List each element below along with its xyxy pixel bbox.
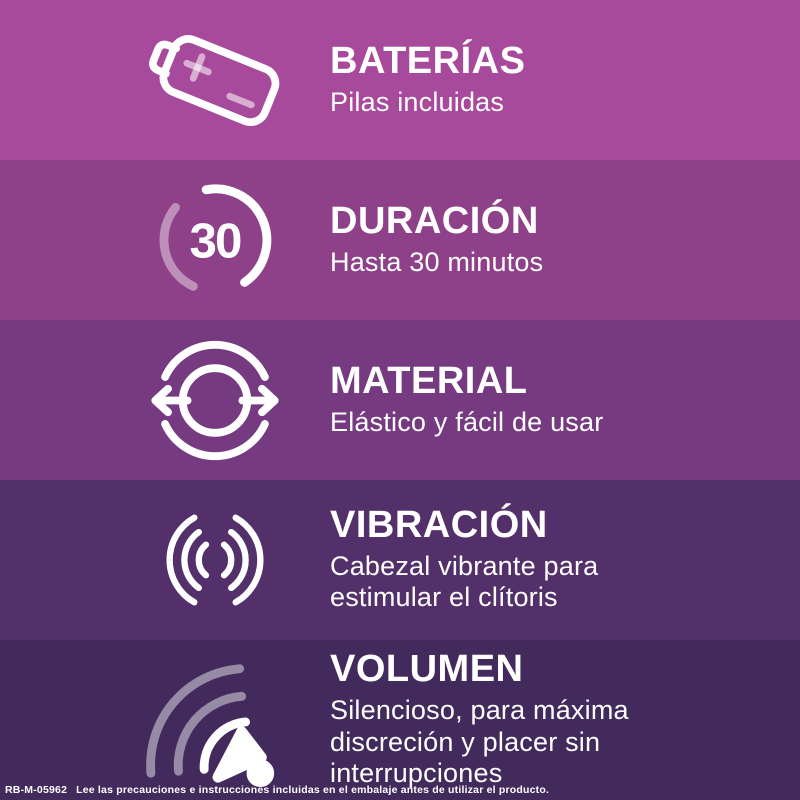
- feature-band-baterias: BATERÍAS Pilas incluidas: [0, 0, 800, 160]
- feature-text-material: MATERIAL Elástico y fácil de usar: [330, 359, 800, 439]
- feature-title-material: MATERIAL: [330, 359, 528, 402]
- feature-text-baterias: BATERÍAS Pilas incluidas: [330, 39, 800, 119]
- battery-icon: [0, 22, 330, 138]
- feature-subtitle-volumen-line1: Silencioso, para máxima: [330, 694, 629, 725]
- vibration-waves-icon: [0, 497, 330, 623]
- feature-text-duracion: DURACIÓN Hasta 30 minutos: [330, 199, 800, 279]
- feature-band-vibracion: VIBRACIÓN Cabezal vibrante para estimula…: [0, 480, 800, 640]
- footer-product-code: RB-M-05962: [5, 784, 68, 796]
- footer-notice-text: Lee las precauciones e instrucciones inc…: [76, 784, 550, 796]
- feature-band-material: MATERIAL Elástico y fácil de usar: [0, 320, 800, 480]
- feature-subtitle-duracion: Hasta 30 minutos: [330, 246, 544, 277]
- feature-text-vibracion: VIBRACIÓN Cabezal vibrante para estimula…: [330, 503, 800, 615]
- feature-subtitle-vibracion-line2: estimular el clítoris: [330, 582, 558, 613]
- footer-disclaimer: RB-M-05962 Lee las precauciones e instruc…: [5, 784, 549, 796]
- stretch-material-icon: [0, 332, 330, 469]
- feature-title-volumen: VOLUMEN: [330, 647, 524, 690]
- timer-badge-30: 30: [190, 214, 241, 269]
- feature-band-volumen: VOLUMEN Silencioso, para máxima discreci…: [0, 640, 800, 800]
- speaker-volume-icon: [0, 651, 330, 789]
- feature-title-duracion: DURACIÓN: [330, 199, 539, 242]
- feature-text-volumen: VOLUMEN Silencioso, para máxima discreci…: [330, 647, 800, 790]
- feature-subtitle-volumen-line3: interrupciones: [330, 758, 503, 789]
- feature-subtitle-material: Elástico y fácil de usar: [330, 406, 604, 437]
- feature-subtitle-vibracion-line1: Cabezal vibrante para: [330, 550, 599, 581]
- feature-subtitle-baterias: Pilas incluidas: [330, 86, 505, 117]
- feature-band-duracion: 30 DURACIÓN Hasta 30 minutos: [0, 160, 800, 320]
- feature-title-vibracion: VIBRACIÓN: [330, 503, 548, 546]
- timer-30-icon: 30: [0, 171, 330, 309]
- feature-subtitle-volumen-line2: discreción y placer sin: [330, 726, 601, 757]
- feature-title-baterias: BATERÍAS: [330, 39, 526, 82]
